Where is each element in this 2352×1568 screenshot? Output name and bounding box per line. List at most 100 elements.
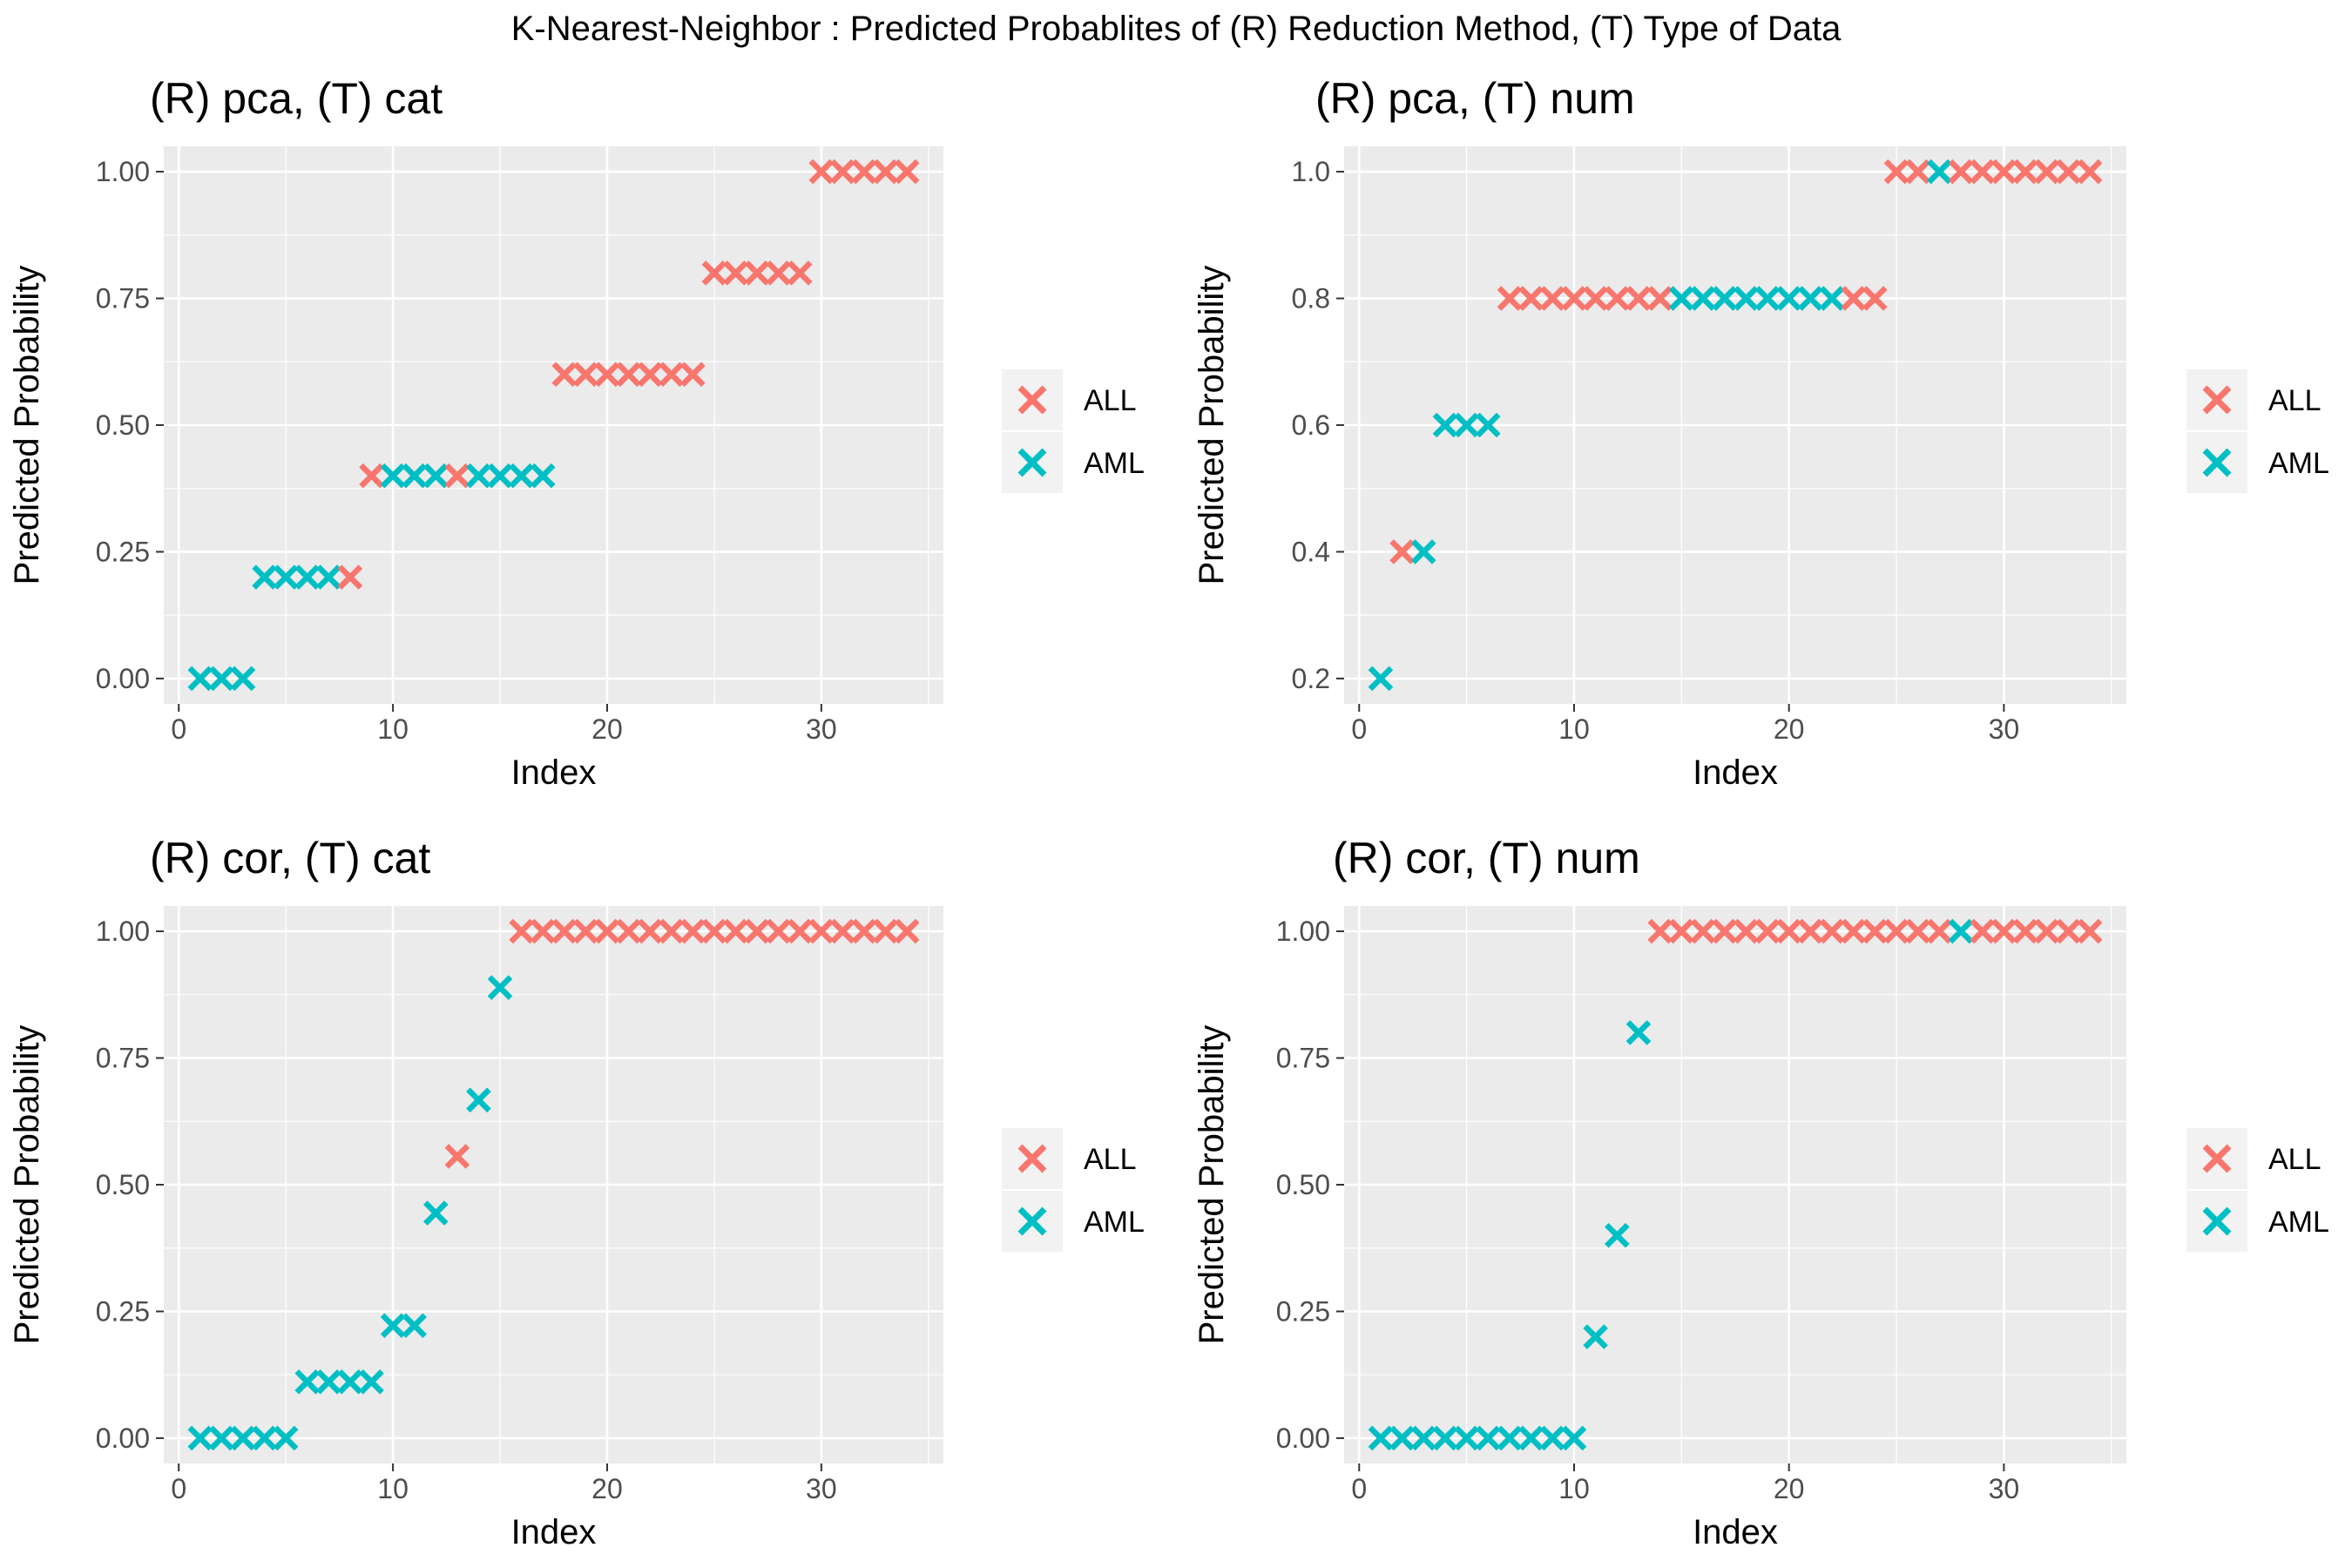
data-point	[659, 918, 685, 944]
y-tick-label: 1.00	[96, 156, 150, 187]
data-point	[1883, 918, 1909, 944]
data-point	[1776, 286, 1801, 311]
legend: ALL AML	[2186, 369, 2329, 493]
x-tick-label: 30	[806, 713, 837, 745]
data-point	[830, 918, 855, 944]
data-point	[2034, 918, 2060, 944]
data-point	[466, 463, 491, 489]
data-point	[2012, 918, 2038, 944]
panel-title: (R) pca, (T) cat	[150, 74, 443, 123]
x-axis-label: Index	[1693, 754, 1778, 792]
data-point	[787, 260, 813, 286]
y-tick-label: 0.4	[1292, 536, 1330, 567]
data-point	[509, 918, 534, 944]
data-point	[1690, 286, 1716, 311]
legend-label-aml: AML	[1084, 1206, 1145, 1239]
data-point	[1497, 1425, 1523, 1451]
y-tick-label: 1.00	[1276, 916, 1330, 947]
x-tick-label: 10	[1558, 713, 1590, 745]
data-point	[1561, 286, 1587, 311]
data-point	[1927, 159, 1952, 185]
data-point	[766, 918, 791, 944]
data-point	[1862, 286, 1888, 311]
data-point	[1712, 286, 1737, 311]
data-point	[787, 918, 813, 944]
data-point	[422, 1200, 449, 1226]
y-tick-label: 0.25	[96, 536, 150, 567]
data-point	[744, 918, 770, 944]
data-point	[766, 260, 791, 286]
data-point	[252, 1425, 277, 1451]
data-point	[1368, 666, 1394, 692]
data-point	[1970, 159, 1996, 185]
data-point	[402, 463, 427, 489]
data-point	[894, 918, 920, 944]
data-point	[894, 159, 920, 185]
data-point	[1669, 918, 1694, 944]
x-tick-label: 0	[1351, 713, 1367, 745]
data-point	[808, 159, 835, 185]
data-point	[701, 918, 727, 944]
data-point	[723, 260, 748, 286]
data-point	[1734, 286, 1759, 311]
data-point	[487, 975, 513, 1000]
data-point	[209, 666, 234, 692]
data-point	[230, 1425, 256, 1451]
data-point	[1475, 1425, 1501, 1451]
legend: ALL AML	[1002, 1128, 1145, 1252]
x-tick-label: 20	[591, 713, 623, 745]
data-point	[1410, 1425, 1436, 1451]
data-point	[1883, 159, 1909, 185]
data-point	[466, 1087, 491, 1113]
data-point	[422, 463, 449, 489]
legend: ALL AML	[1002, 369, 1145, 493]
data-point	[1540, 286, 1565, 311]
data-point	[444, 463, 470, 489]
y-tick-label: 0.6	[1292, 409, 1330, 441]
data-point	[573, 918, 598, 944]
data-point	[2077, 918, 2103, 944]
data-point	[316, 564, 341, 590]
y-tick-label: 0.00	[1276, 1423, 1330, 1454]
data-point	[509, 463, 534, 489]
x-tick-label: 0	[171, 713, 186, 745]
data-point	[616, 918, 641, 944]
data-point	[851, 918, 877, 944]
data-point	[744, 260, 770, 286]
data-point	[1389, 539, 1415, 564]
y-tick-label: 0.25	[96, 1295, 150, 1327]
data-point	[1734, 918, 1759, 944]
panel-1: (R) pca, (T) cat 0 10 20 30 0.00 0.25 0.50 0.75 1…	[8, 74, 1145, 792]
data-point	[1454, 412, 1479, 438]
data-point	[680, 918, 706, 944]
data-point	[1475, 412, 1501, 438]
data-point	[273, 1425, 299, 1451]
y-tick-label: 0.25	[1276, 1295, 1330, 1327]
x-tick-label: 20	[1774, 713, 1805, 745]
data-point	[701, 260, 727, 286]
y-axis-label: Predicted Probability	[1193, 1025, 1231, 1345]
data-point	[551, 362, 578, 388]
x-tick-label: 10	[377, 713, 409, 745]
data-point	[1497, 286, 1523, 311]
data-point	[2012, 159, 2038, 185]
data-point	[1948, 918, 1974, 944]
legend-marker-all	[1017, 385, 1047, 415]
data-point	[444, 1144, 470, 1169]
panel-4: (R) cor, (T) num 0 10 20 30 0.00 0.25 0.50 0.75 1…	[1193, 834, 2329, 1551]
legend-label-all: ALL	[1084, 384, 1137, 417]
data-point	[1970, 918, 1996, 944]
data-point	[1754, 918, 1781, 944]
data-point	[1368, 1425, 1394, 1451]
data-point	[1798, 918, 1823, 944]
y-tick-label: 0.75	[1276, 1043, 1330, 1074]
data-point	[1432, 1425, 1458, 1451]
data-point	[1712, 918, 1737, 944]
data-point	[1927, 918, 1952, 944]
data-point	[1583, 286, 1608, 311]
data-point	[252, 564, 277, 590]
y-tick-label: 0.2	[1292, 663, 1330, 694]
legend-label-all: ALL	[2268, 1143, 2322, 1176]
data-point	[2056, 159, 2081, 185]
